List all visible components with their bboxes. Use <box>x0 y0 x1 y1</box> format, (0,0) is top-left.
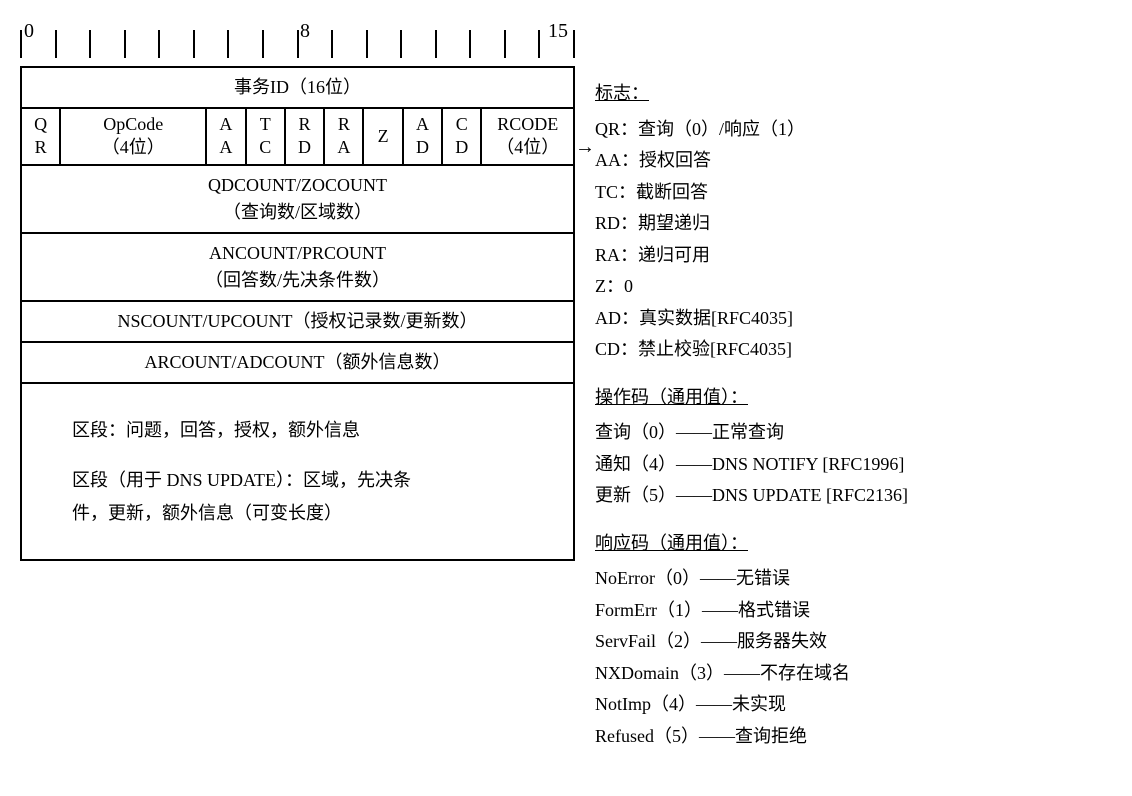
flag-tc: T C <box>247 109 286 164</box>
ruler-tick <box>124 30 126 58</box>
legend-rcode-item: NotImp（4）——未实现 <box>595 689 1112 721</box>
legend-rcodes: 响应码（通用值）： NoError（0）——无错误 FormErr（1）——格式… <box>595 528 1112 753</box>
legend-flag-item: AA：授权回答 <box>595 145 1112 177</box>
ruler-tick <box>469 30 471 58</box>
packet-diagram: 0 8 15 事务ID（16位） Q R OpCode （4位） A A <box>20 20 575 561</box>
legend-opcode-title: 操作码（通用值）： <box>595 382 1112 414</box>
flag-ra: R A <box>325 109 364 164</box>
ruler-tick <box>20 30 22 58</box>
ruler-tick <box>573 30 575 58</box>
legend-flags-title: 标志： <box>595 78 1112 110</box>
arrow-icon: → <box>575 130 595 165</box>
ruler-tick <box>331 30 333 58</box>
row-arcount: ARCOUNT/ADCOUNT（额外信息数） <box>22 343 573 382</box>
ruler-tick <box>400 30 402 58</box>
ruler-tick <box>538 30 540 58</box>
bit-ruler: 0 8 15 <box>20 20 575 60</box>
sections-line1: 区段：问题，回答，授权，额外信息 <box>72 414 533 446</box>
row-nscount: NSCOUNT/UPCOUNT（授权记录数/更新数） <box>22 302 573 343</box>
legend-opcode-item: 查询（0）——正常查询 <box>595 417 1112 449</box>
flag-cd: C D <box>443 109 482 164</box>
row-ancount: ANCOUNT/PRCOUNT （回答数/先决条件数） <box>22 234 573 302</box>
flag-z: Z <box>364 109 403 164</box>
flag-opcode: OpCode （4位） <box>61 109 207 164</box>
legend-flag-item: AD：真实数据[RFC4035] <box>595 303 1112 335</box>
legend-opcodes: 操作码（通用值）： 查询（0）——正常查询 通知（4）——DNS NOTIFY … <box>595 382 1112 512</box>
legend-opcode-item: 更新（5）——DNS UPDATE [RFC2136] <box>595 480 1112 512</box>
ruler-tick <box>297 30 299 58</box>
flag-ad: A D <box>404 109 443 164</box>
ruler-tick <box>193 30 195 58</box>
sections-line2: 区段（用于 DNS UPDATE）：区域，先决条件，更新，额外信息（可变长度） <box>72 464 432 529</box>
ruler-mid: 8 <box>300 20 310 43</box>
row-qdcount: QDCOUNT/ZOCOUNT （查询数/区域数） <box>22 166 573 234</box>
packet-box: 事务ID（16位） Q R OpCode （4位） A A T C <box>20 66 575 561</box>
ruler-tick <box>89 30 91 58</box>
ruler-tick <box>55 30 57 58</box>
flag-rcode: RCODE （4位） <box>482 109 573 164</box>
legend-rcode-item: ServFail（2）——服务器失效 <box>595 626 1112 658</box>
legend-flag-item: Z：0 <box>595 271 1112 303</box>
row-sections: 区段：问题，回答，授权，额外信息 区段（用于 DNS UPDATE）：区域，先决… <box>22 382 573 559</box>
legend-flag-item: QR：查询（0）/响应（1） <box>595 114 1112 146</box>
ruler-tick <box>262 30 264 58</box>
flag-rd: R D <box>286 109 325 164</box>
legend-flag-item: RA：递归可用 <box>595 240 1112 272</box>
ruler-tick <box>504 30 506 58</box>
ruler-tick <box>435 30 437 58</box>
legend-flag-item: TC：截断回答 <box>595 177 1112 209</box>
row-transaction-id: 事务ID（16位） <box>22 68 573 109</box>
ruler-tick <box>227 30 229 58</box>
legend-flags: 标志： QR：查询（0）/响应（1） AA：授权回答 TC：截断回答 RD：期望… <box>595 78 1112 366</box>
flag-qr: Q R <box>22 109 61 164</box>
flag-aa: A A <box>207 109 246 164</box>
ruler-end: 15 <box>548 20 568 43</box>
legend: → 标志： QR：查询（0）/响应（1） AA：授权回答 TC：截断回答 RD：… <box>595 20 1112 768</box>
row-flags: Q R OpCode （4位） A A T C R D <box>22 109 573 166</box>
legend-rcode-item: FormErr（1）——格式错误 <box>595 595 1112 627</box>
legend-flag-item: RD：期望递归 <box>595 208 1112 240</box>
legend-rcode-item: NoError（0）——无错误 <box>595 563 1112 595</box>
legend-rcode-item: NXDomain（3）——不存在域名 <box>595 658 1112 690</box>
legend-flag-item: CD：禁止校验[RFC4035] <box>595 334 1112 366</box>
ruler-start: 0 <box>24 20 34 43</box>
legend-rcode-item: Refused（5）——查询拒绝 <box>595 721 1112 753</box>
legend-opcode-item: 通知（4）——DNS NOTIFY [RFC1996] <box>595 449 1112 481</box>
legend-rcode-title: 响应码（通用值）： <box>595 528 1112 560</box>
ruler-tick <box>366 30 368 58</box>
ruler-tick <box>158 30 160 58</box>
